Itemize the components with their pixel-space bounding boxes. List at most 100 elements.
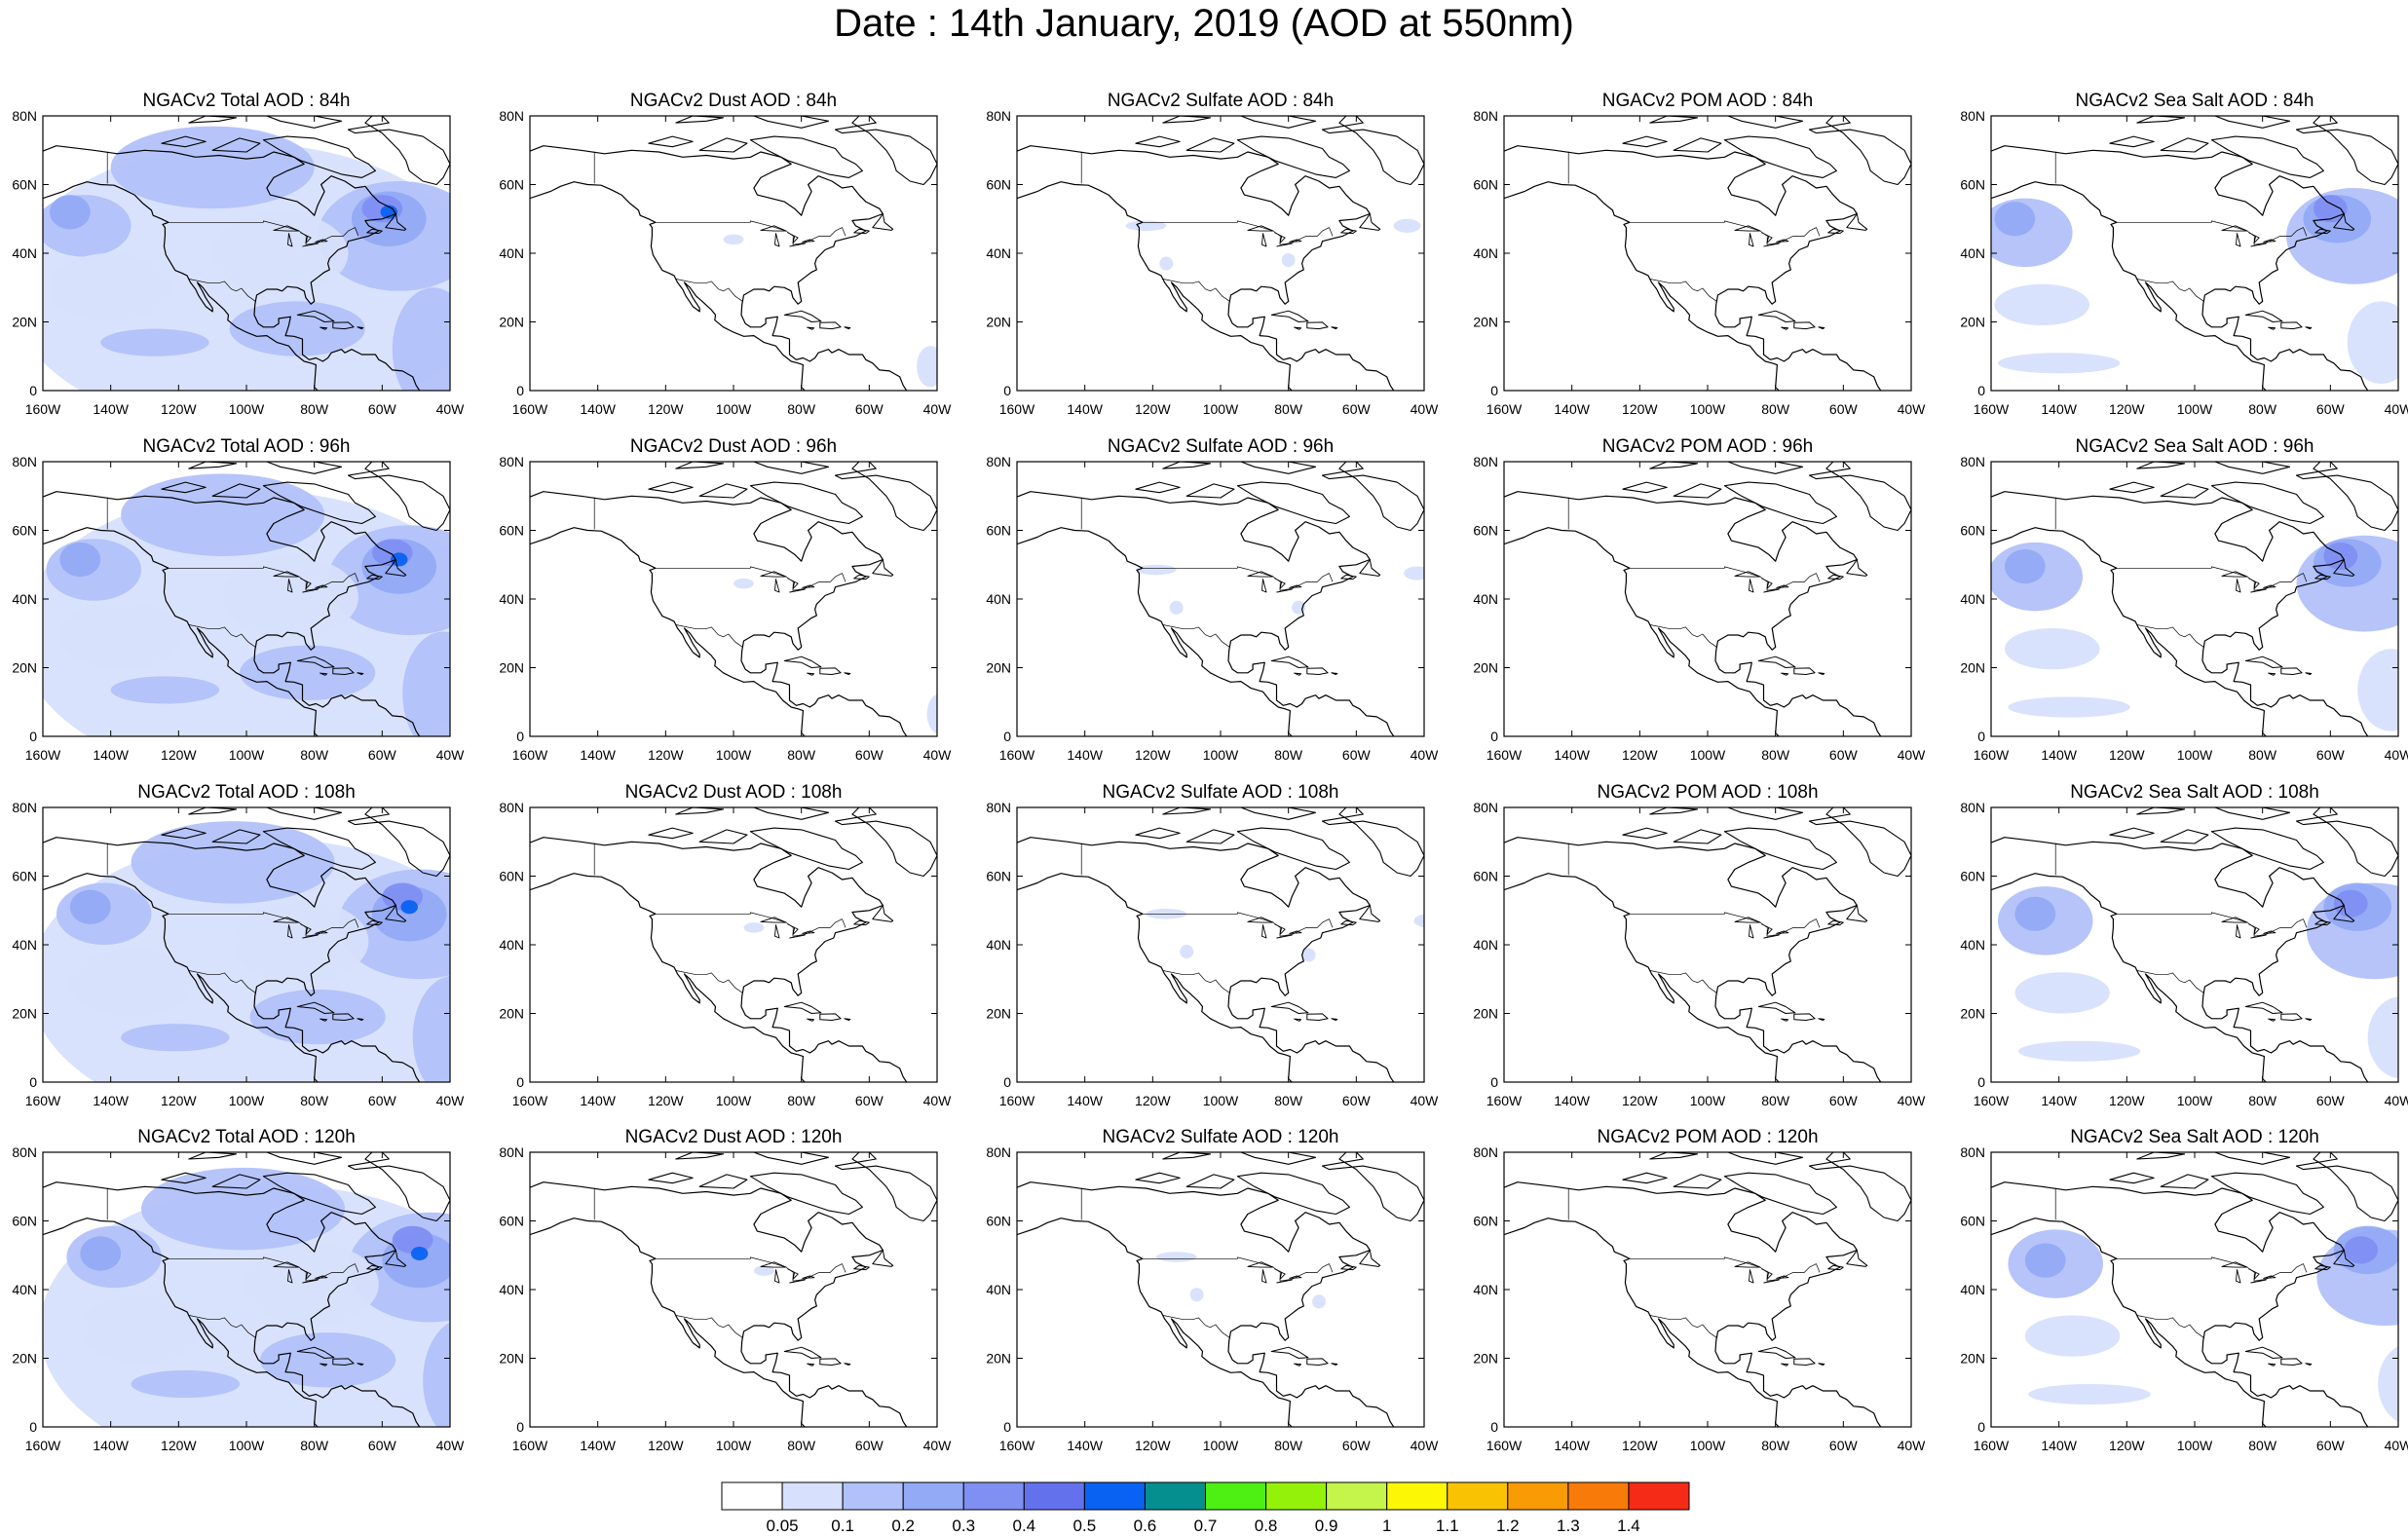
aerosol-field — [233, 900, 368, 983]
lon-tick-label: 160W — [25, 1438, 61, 1453]
aerosol-field — [724, 235, 744, 245]
lon-tick-label: 40W — [1898, 747, 1927, 763]
lat-tick-label: 20N — [1473, 315, 1498, 330]
lat-tick-label: 20N — [986, 660, 1011, 676]
lon-tick-label: 120W — [161, 401, 197, 417]
lon-tick-label: 140W — [1067, 1438, 1103, 1453]
lat-tick-label: 20N — [986, 1351, 1011, 1367]
lon-tick-label: 40W — [436, 1093, 466, 1108]
map-panel-sulfate-1: NGACv2 Sulfate AOD : 96h80N60N40N20N0160… — [986, 436, 1439, 763]
panel-title: NGACv2 POM AOD : 120h — [1597, 1127, 1818, 1147]
lat-tick-label: 0 — [1003, 1074, 1011, 1090]
lon-tick-label: 120W — [2109, 1438, 2145, 1453]
map-panel-total-3: NGACv2 Total AOD : 120h80N60N40N20N0160W… — [12, 1127, 514, 1474]
aerosol-field — [1414, 914, 1442, 927]
lon-tick-label: 100W — [2177, 401, 2213, 417]
colorbar-swatch — [1508, 1482, 1568, 1510]
lat-tick-label: 40N — [986, 937, 1011, 953]
lat-tick-label: 80N — [986, 1144, 1011, 1160]
lon-tick-label: 60W — [1342, 1438, 1372, 1453]
lat-tick-label: 80N — [1473, 454, 1498, 469]
aerosol-field — [2005, 628, 2100, 669]
lat-tick-label: 60N — [12, 1214, 37, 1229]
lon-tick-label: 80W — [300, 747, 329, 763]
aerosol-field — [111, 127, 315, 209]
lon-tick-label: 40W — [2385, 401, 2408, 417]
lat-tick-label: 40N — [986, 1282, 1011, 1297]
panel-title: NGACv2 Sea Salt AOD : 120h — [2070, 1127, 2319, 1147]
lon-tick-label: 100W — [229, 1438, 265, 1453]
lon-tick-label: 100W — [2177, 1093, 2213, 1108]
lon-tick-label: 40W — [436, 401, 466, 417]
colorbar-swatch — [843, 1482, 903, 1510]
colorbar-swatch — [1145, 1482, 1205, 1510]
aerosol-field — [1136, 565, 1177, 576]
lon-tick-label: 100W — [1690, 1438, 1726, 1453]
lat-tick-label: 0 — [1003, 1419, 1011, 1435]
aerosol-field — [1312, 1294, 1326, 1308]
lat-tick-label: 80N — [12, 1144, 37, 1160]
aerosol-field — [2018, 1041, 2140, 1062]
lon-tick-label: 60W — [855, 1438, 884, 1453]
lon-tick-label: 140W — [2041, 1438, 2077, 1453]
aerosol-field — [260, 1332, 395, 1387]
map-panel-total-2: NGACv2 Total AOD : 108h80N60N40N20N0160W… — [12, 782, 504, 1127]
lon-tick-label: 40W — [2385, 747, 2408, 763]
lat-tick-label: 80N — [1960, 1144, 1985, 1160]
aerosol-field — [2025, 1315, 2121, 1356]
lat-tick-label: 0 — [516, 1419, 524, 1435]
lat-tick-label: 60N — [499, 177, 524, 193]
lat-tick-label: 20N — [1960, 1351, 1985, 1367]
lon-tick-label: 100W — [2177, 1438, 2213, 1453]
lon-tick-label: 160W — [512, 1438, 548, 1453]
lat-tick-label: 60N — [1960, 869, 1985, 884]
lat-tick-label: 80N — [986, 454, 1011, 469]
lon-tick-label: 60W — [1829, 401, 1859, 417]
lon-tick-label: 80W — [1761, 747, 1790, 763]
panel-title: NGACv2 Sea Salt AOD : 96h — [2075, 436, 2314, 457]
lat-tick-label: 60N — [986, 177, 1011, 193]
lon-tick-label: 100W — [716, 747, 752, 763]
lon-tick-label: 80W — [787, 1093, 816, 1108]
lat-tick-label: 80N — [1960, 108, 1985, 124]
lat-tick-label: 0 — [29, 729, 37, 744]
lon-tick-label: 160W — [999, 1438, 1035, 1453]
lat-tick-label: 0 — [1003, 729, 1011, 744]
lon-tick-label: 60W — [368, 747, 397, 763]
lat-tick-label: 40N — [12, 591, 37, 607]
lon-tick-label: 40W — [1411, 1438, 1440, 1453]
lat-tick-label: 0 — [1977, 1419, 1985, 1435]
lon-tick-label: 80W — [1274, 401, 1303, 417]
aerosol-field — [2008, 696, 2129, 717]
colorbar-swatch — [1206, 1482, 1266, 1510]
lon-tick-label: 140W — [1067, 1093, 1103, 1108]
lon-tick-label: 140W — [93, 401, 129, 417]
panel-title: NGACv2 Total AOD : 108h — [137, 782, 356, 803]
aerosol-field — [70, 949, 192, 1018]
lon-tick-label: 40W — [923, 1093, 953, 1108]
lon-tick-label: 140W — [2041, 401, 2077, 417]
lon-tick-label: 60W — [368, 1438, 397, 1453]
lon-tick-label: 140W — [1554, 401, 1590, 417]
panel-title: NGACv2 POM AOD : 96h — [1602, 436, 1813, 457]
colorbar-label: 0.6 — [1134, 1517, 1157, 1531]
lon-tick-label: 60W — [1829, 1438, 1859, 1453]
panel-title: NGACv2 Sulfate AOD : 96h — [1108, 436, 1334, 457]
aerosol-field — [2323, 543, 2357, 570]
lon-tick-label: 100W — [716, 1093, 752, 1108]
lon-tick-label: 120W — [161, 1093, 197, 1108]
lon-tick-label: 80W — [1761, 1438, 1790, 1453]
colorbar-label: 0.8 — [1255, 1517, 1278, 1531]
lat-tick-label: 60N — [1473, 869, 1498, 884]
lat-tick-label: 40N — [12, 1282, 37, 1297]
lon-tick-label: 40W — [436, 1438, 466, 1453]
lon-tick-label: 160W — [512, 747, 548, 763]
aerosol-field — [393, 287, 474, 411]
aerosol-field — [121, 473, 324, 556]
aerosol-field — [121, 1024, 229, 1051]
lat-tick-label: 40N — [1473, 245, 1498, 261]
lon-tick-label: 60W — [1829, 747, 1859, 763]
lat-tick-label: 20N — [12, 1006, 37, 1022]
